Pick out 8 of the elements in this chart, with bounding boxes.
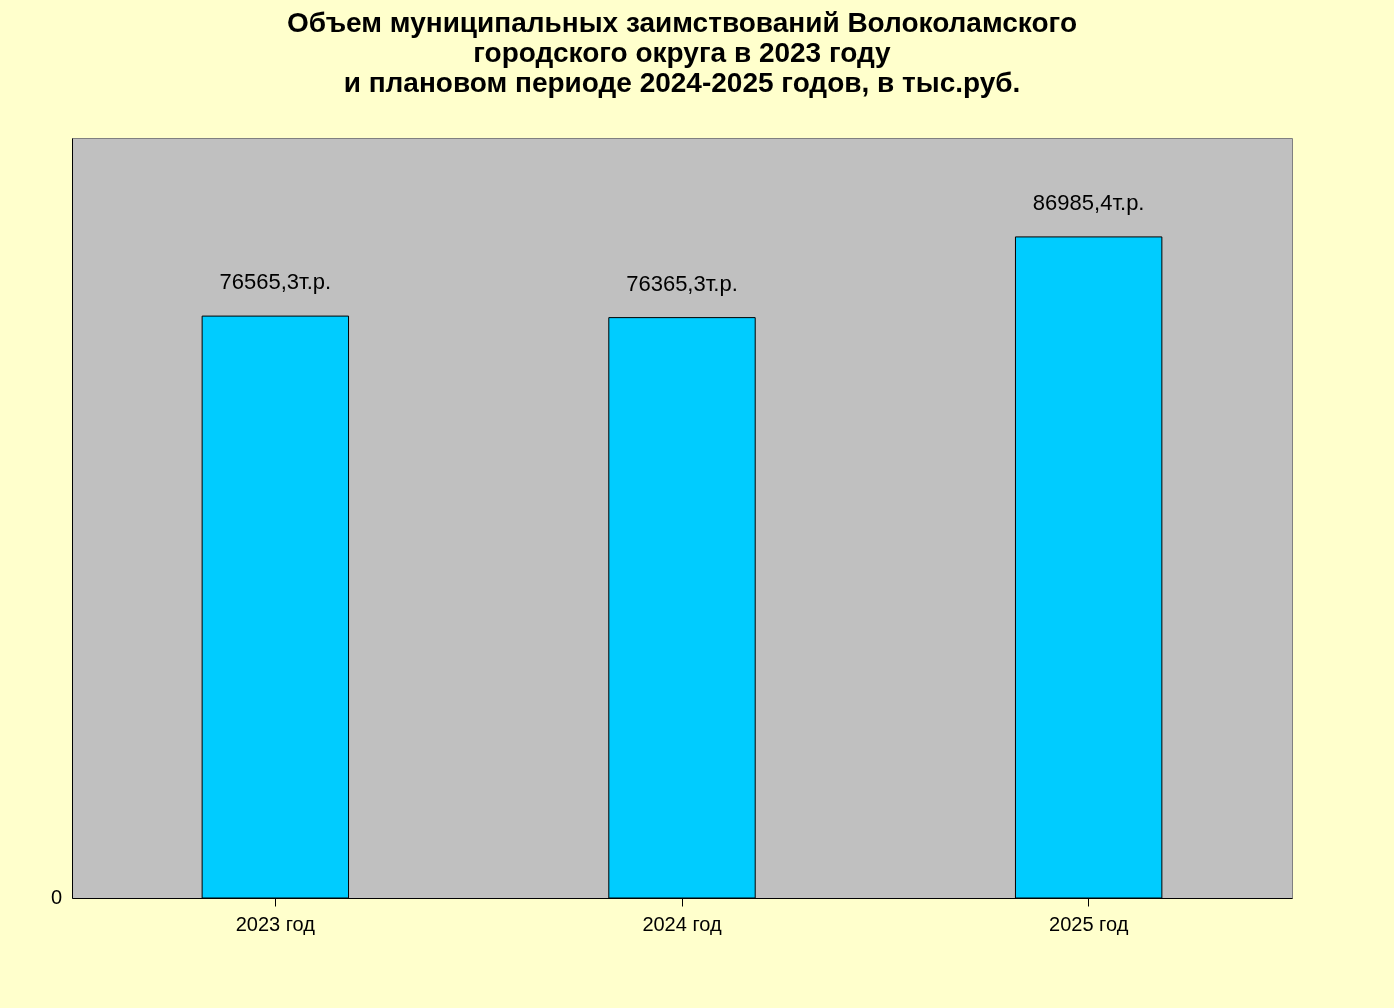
data-label: 76565,3т.р. bbox=[219, 269, 332, 295]
text: 0 bbox=[50, 886, 62, 908]
x-tick-label: 2023 год bbox=[235, 912, 316, 935]
chart-title: Объем муниципальных заимствований Волоколамского городского округа в 2023 году и плановом периоде 2024-2025 годов, в тыс.руб. bbox=[286, 7, 1078, 98]
x-tick-label: 2025 год bbox=[1049, 912, 1129, 935]
data-label: 86985,4т.р. bbox=[1032, 189, 1145, 215]
data-label: 76365,3т.р. bbox=[626, 270, 738, 296]
x-tick-label: 2024 год bbox=[642, 912, 722, 935]
